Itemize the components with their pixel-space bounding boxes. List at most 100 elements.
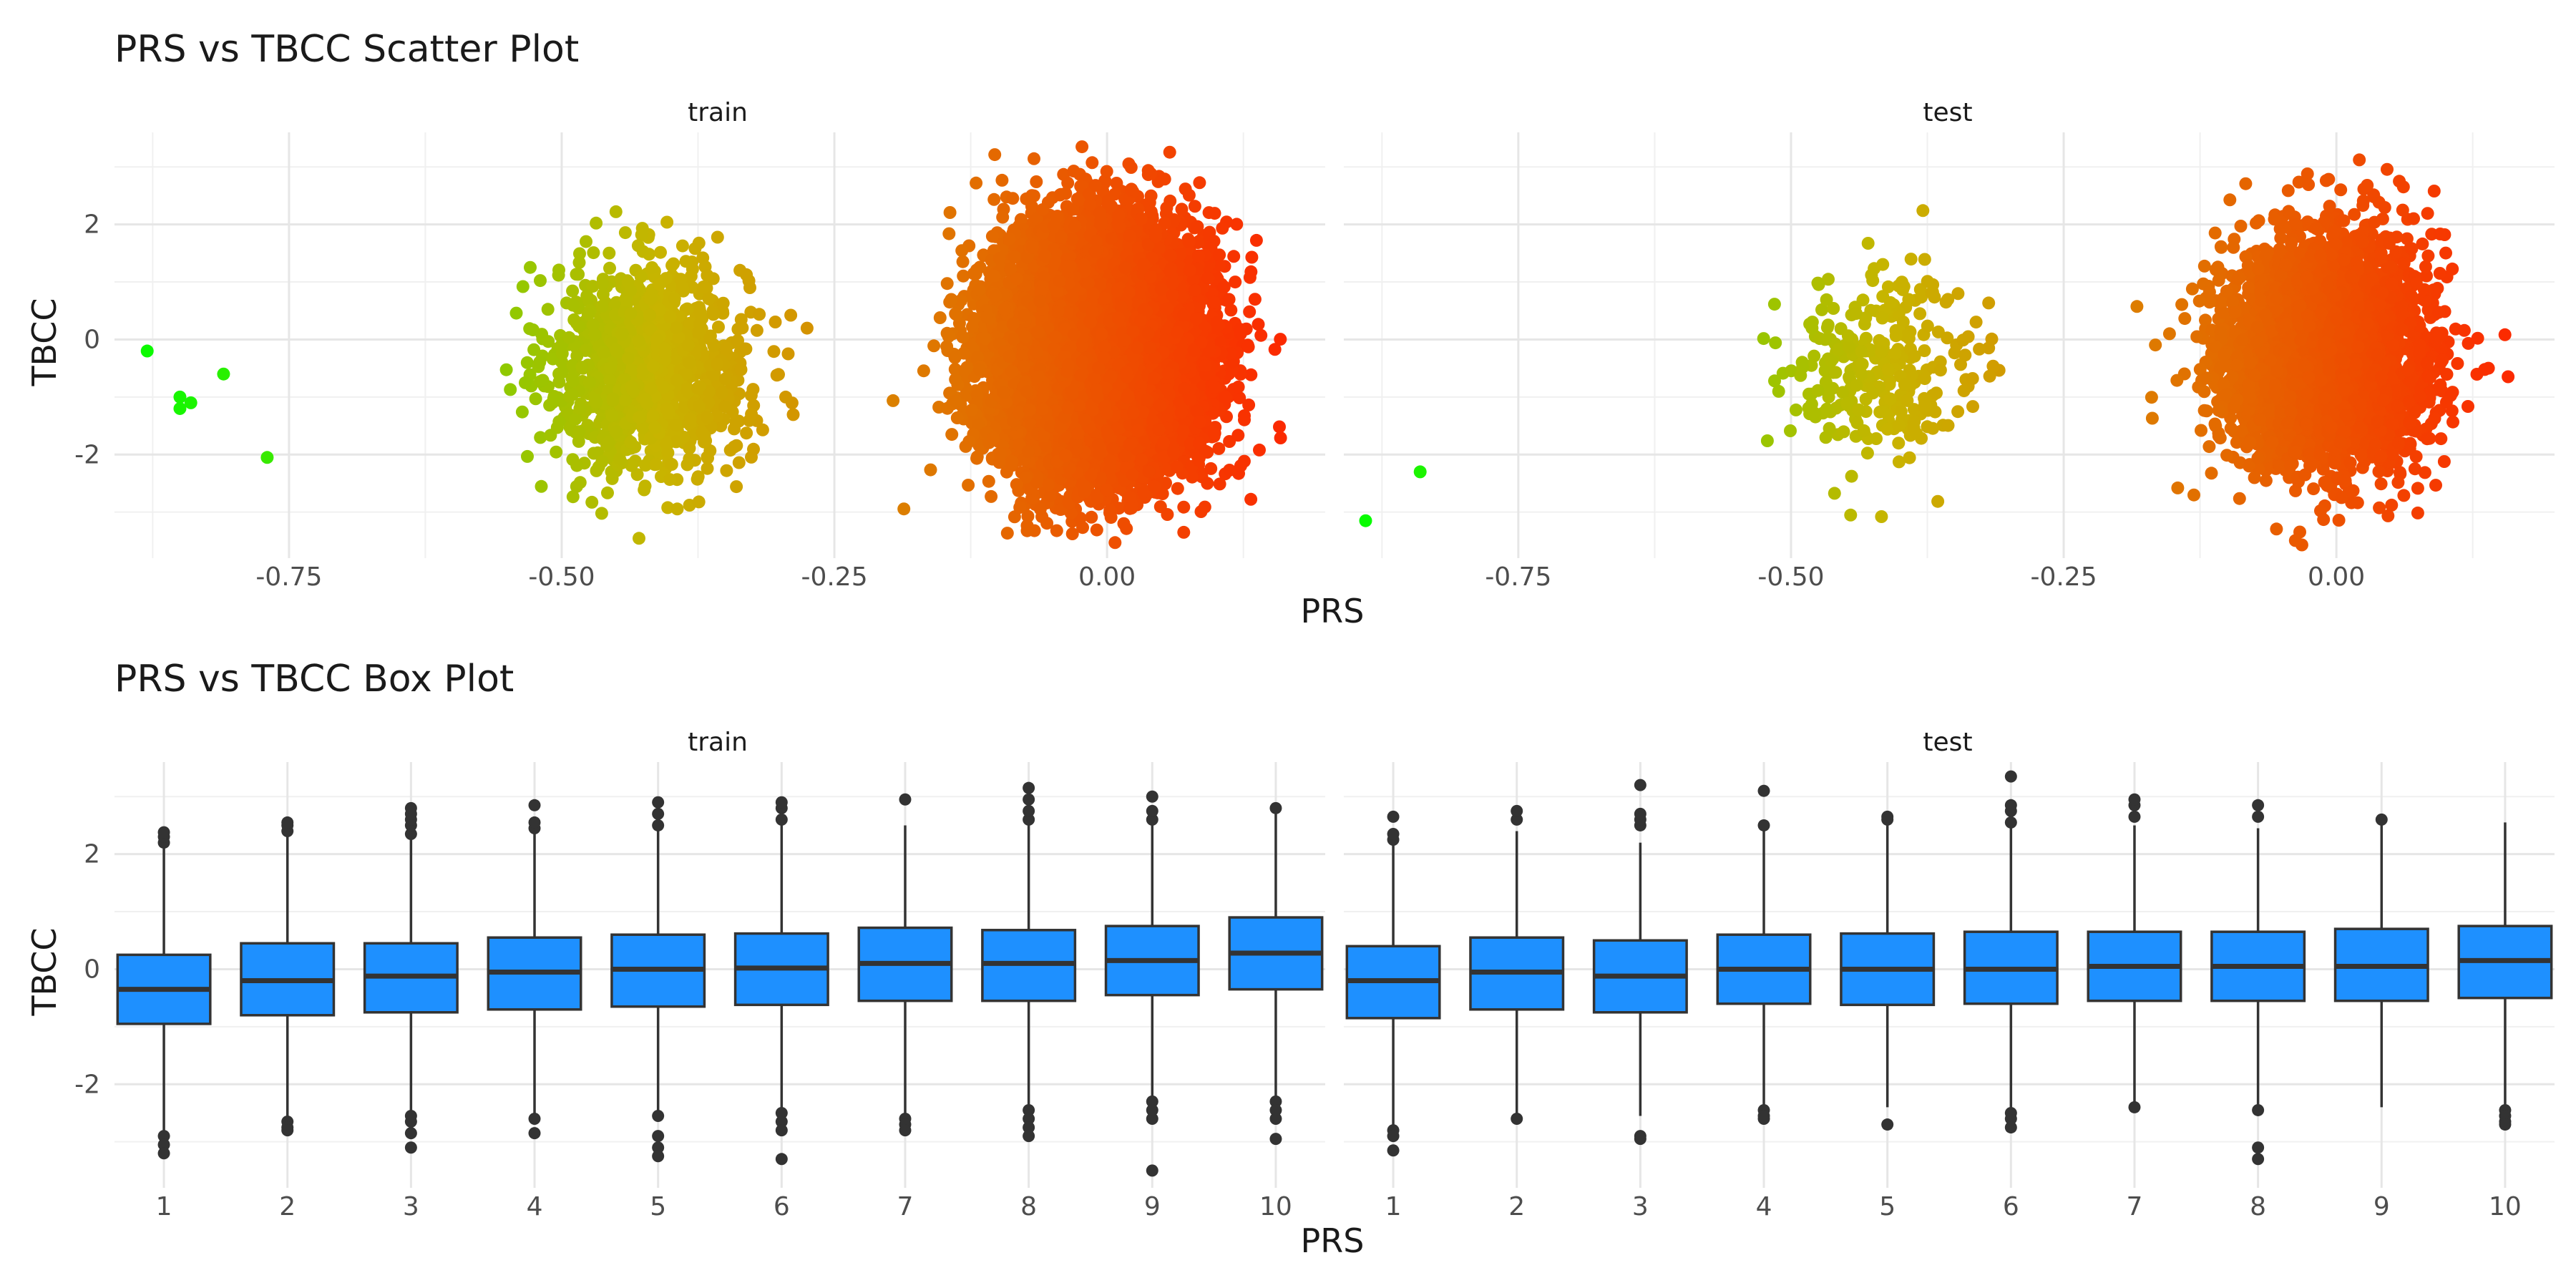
scatter-x-tick-label: 0.00 xyxy=(1078,562,1136,592)
scatter-point xyxy=(638,479,652,493)
scatter-point xyxy=(622,351,635,365)
scatter-point xyxy=(692,400,706,413)
scatter-point xyxy=(536,374,550,387)
scatter-point xyxy=(658,347,672,361)
scatter-point xyxy=(669,419,683,432)
scatter-point xyxy=(544,429,557,442)
scatter-point xyxy=(696,251,710,265)
scatter-point xyxy=(562,331,576,344)
scatter-point xyxy=(605,409,619,423)
scatter-point xyxy=(800,321,814,335)
scatter-point xyxy=(632,334,645,348)
scatter-x-tick-label: -0.75 xyxy=(255,562,322,592)
scatter-point xyxy=(645,261,659,274)
scatter-y-tick-label: 0 xyxy=(84,325,100,354)
scatter-point xyxy=(533,356,547,369)
scatter-point xyxy=(784,308,798,322)
scatter-x-tick-label: -0.25 xyxy=(801,562,867,592)
scatter-point xyxy=(702,292,716,306)
scatter-point xyxy=(770,369,784,382)
scatter-point xyxy=(680,458,694,472)
scatter-point xyxy=(524,260,537,274)
scatter-point xyxy=(566,490,580,504)
scatter-point xyxy=(625,380,638,394)
scatter-point xyxy=(639,392,652,406)
scatter-point xyxy=(692,495,706,509)
scatter-point xyxy=(552,268,565,282)
scatter-point xyxy=(692,236,706,250)
scatter-point xyxy=(692,326,706,340)
scatter-point xyxy=(499,363,513,376)
scatter-point xyxy=(786,408,800,421)
scatter-point xyxy=(590,464,603,477)
scatter-point xyxy=(615,328,629,341)
scatter-point xyxy=(691,381,704,395)
scatter-point xyxy=(701,411,714,424)
scatter-point xyxy=(519,376,532,389)
scatter-point xyxy=(736,321,749,335)
scatter-point xyxy=(667,257,680,270)
scatter-point xyxy=(756,423,769,436)
scatter-point xyxy=(609,343,623,356)
scatter-point xyxy=(711,357,724,371)
scatter-point xyxy=(521,449,534,463)
scatter-point xyxy=(679,255,693,268)
scatter-strip-test: test xyxy=(1923,98,1972,127)
scatter-point xyxy=(534,274,547,288)
scatter-point xyxy=(660,437,673,451)
scatter-point xyxy=(547,392,560,405)
scatter-point xyxy=(646,360,660,373)
scatter-point xyxy=(643,308,656,322)
scatter-point xyxy=(618,226,632,240)
scatter-point xyxy=(654,245,667,259)
scatter-point xyxy=(603,261,616,275)
scatter-point xyxy=(567,374,580,388)
scatter-point xyxy=(633,532,645,545)
scatter-point xyxy=(956,255,970,268)
scatter-point xyxy=(649,458,663,471)
scatter-x-tick-label: -0.50 xyxy=(528,562,595,592)
scatter-point xyxy=(624,284,638,298)
scatter-point xyxy=(590,216,603,230)
scatter-point xyxy=(743,281,756,294)
scatter-point xyxy=(1110,177,1123,190)
scatter-point xyxy=(683,356,696,370)
scatter-point xyxy=(572,425,585,439)
scatter-point xyxy=(732,456,746,469)
scatter-point xyxy=(720,464,733,477)
scatter-point xyxy=(541,303,555,316)
scatter-point xyxy=(635,228,648,241)
scatter-point xyxy=(683,412,697,426)
scatter-point xyxy=(619,394,633,407)
scatter-point xyxy=(633,411,646,424)
scatter-point xyxy=(663,473,676,487)
scatter-point xyxy=(504,383,517,396)
scatter-point xyxy=(526,323,540,336)
scatter-point xyxy=(962,479,975,492)
scatter-point xyxy=(740,426,753,440)
scatter-point xyxy=(515,405,529,419)
scatter-point xyxy=(781,347,795,361)
scatter-point xyxy=(595,507,608,520)
scatter-point xyxy=(745,407,758,421)
scatter-point xyxy=(668,292,681,306)
scatter-title: PRS vs TBCC Scatter Plot xyxy=(114,28,579,71)
scatter-point xyxy=(606,392,620,406)
scatter-point xyxy=(587,246,600,260)
scatter-point xyxy=(657,381,670,394)
scatter-point xyxy=(769,316,782,328)
scatter-point xyxy=(753,308,766,321)
scatter-point xyxy=(588,328,602,341)
scatter-point xyxy=(675,239,689,253)
scatter-point xyxy=(897,502,911,516)
scatter-point xyxy=(681,338,695,352)
scatter-point xyxy=(648,421,662,434)
scatter-point xyxy=(602,246,616,260)
scatter-point xyxy=(550,445,563,459)
scatter-point xyxy=(580,235,592,248)
scatter-point xyxy=(1085,510,1098,524)
scatter-point xyxy=(631,239,645,253)
scatter-point xyxy=(1273,420,1286,434)
scatter-y-tick-label: -2 xyxy=(74,440,100,469)
